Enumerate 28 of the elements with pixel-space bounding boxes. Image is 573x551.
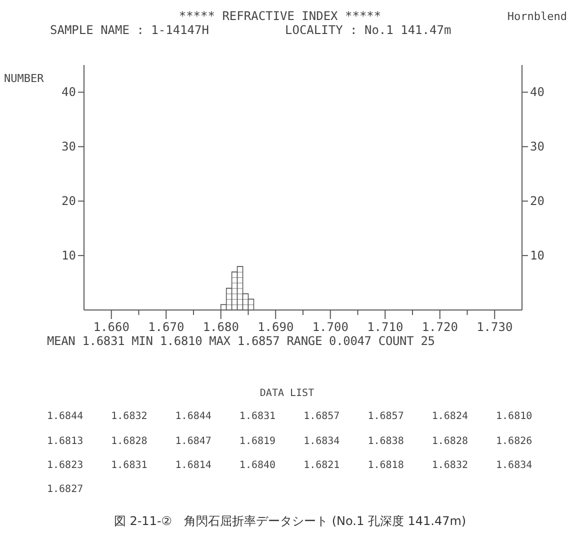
x-tick-label: 1.710 bbox=[367, 320, 404, 334]
text: MEAN 1.6831 MIN 1.6810 MAX 1.6857 RANGE 0.0047 COUNT 25 bbox=[47, 334, 435, 348]
y-axis-title: NUMBER bbox=[4, 72, 44, 85]
text: 1.6844 1.6832 1.6844 1.6831 1.6857 1.6857 1.6824 1.6810 bbox=[47, 411, 532, 422]
chart-subtitle: SAMPLE NAME : 1-14147H bbox=[50, 23, 209, 37]
y-tick-label: 10 bbox=[62, 248, 76, 263]
caption: 図 2-11-② 角閃石屈折率データシート (No.1 孔深度 141.47m) bbox=[114, 514, 466, 528]
x-tick-label: 1.670 bbox=[148, 320, 184, 334]
y2-tick-label: 20 bbox=[530, 194, 544, 208]
text: LOCALITY : No.1 141.47m bbox=[285, 23, 452, 37]
x-tick-label: 1.700 bbox=[312, 320, 348, 334]
y-tick-label: 30 bbox=[62, 140, 76, 154]
chart-title: ***** REFRACTIVE INDEX ***** bbox=[178, 9, 382, 23]
x-tick-label: 1.690 bbox=[258, 320, 294, 334]
x-tick-label: 1.680 bbox=[202, 320, 239, 334]
x-tick-label: 1.660 bbox=[93, 320, 130, 334]
y2-tick-label: 10 bbox=[530, 248, 544, 263]
y2-tick-label: 30 bbox=[530, 140, 544, 154]
x-tick-label: 1.730 bbox=[476, 320, 513, 334]
text: 1.6827 bbox=[47, 484, 84, 495]
x-tick-label: 1.720 bbox=[422, 320, 458, 334]
y2-tick-label: 40 bbox=[530, 85, 544, 100]
y-tick-label: 40 bbox=[62, 85, 76, 100]
y-tick-label: 20 bbox=[62, 194, 76, 208]
text: 1.6823 1.6831 1.6814 1.6840 1.6821 1.6818 1.6832 1.6834 bbox=[47, 460, 532, 471]
text: DATA LIST bbox=[260, 388, 314, 399]
text: 1.6813 1.6828 1.6847 1.6819 1.6834 1.6838 1.6828 1.6826 bbox=[47, 436, 532, 447]
text: Hornblend bbox=[507, 10, 567, 23]
